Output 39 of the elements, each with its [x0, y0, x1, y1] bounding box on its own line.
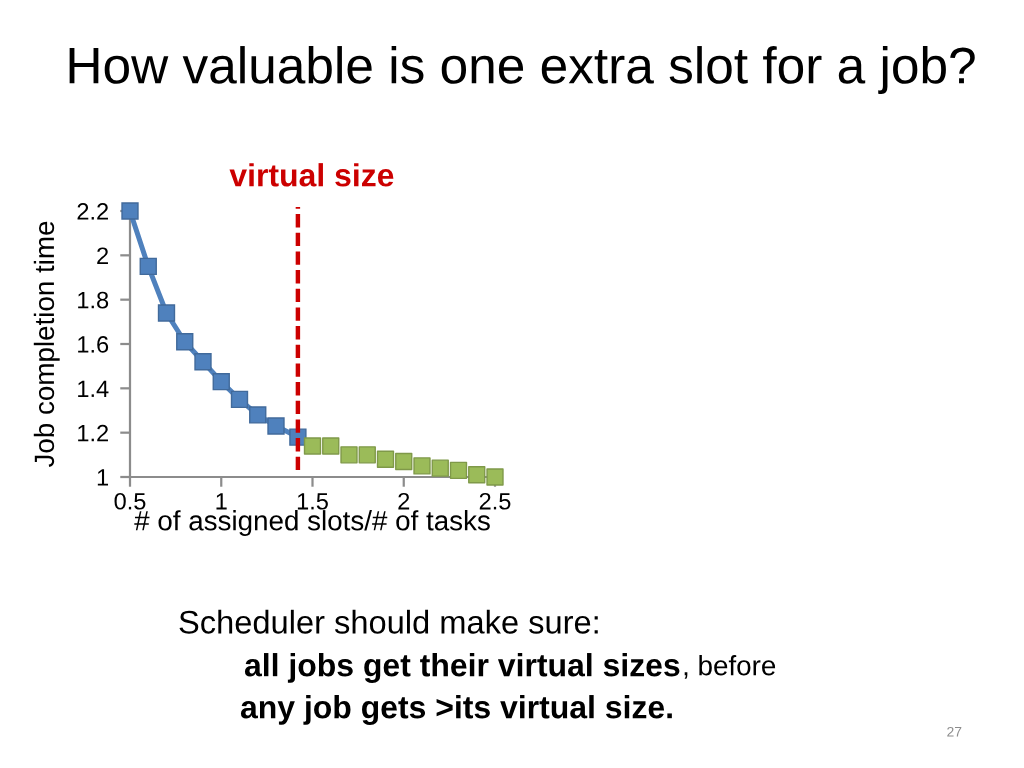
point: [449, 461, 468, 480]
point: [358, 446, 376, 464]
text: , before: [684, 655, 776, 679]
y-tick-label: 1.6: [78, 336, 109, 353]
y-tick-label: 2.2: [77, 203, 108, 220]
point: [212, 373, 230, 391]
x-axis-title: # of assigned slots/# of tasks: [134, 510, 490, 537]
y-tick-label: 1.8: [78, 291, 109, 309]
y-axis-title: Job completion time: [33, 221, 60, 468]
x-tick-label: 2.5: [479, 492, 511, 510]
point: [249, 406, 267, 424]
y-tick-label: 2: [97, 247, 108, 264]
x-tick-label: 1.5: [297, 493, 328, 510]
x-tick-label: 1: [216, 493, 227, 510]
point: [413, 457, 431, 475]
point: [468, 466, 486, 484]
text: all jobs get their virtual sizes: [244, 653, 680, 683]
text: any job gets >its virtual size.: [240, 695, 672, 725]
point: [267, 417, 285, 435]
point: [139, 257, 157, 276]
point: [431, 459, 449, 477]
y-tick-label: 1.2: [78, 424, 108, 442]
point: [176, 333, 194, 351]
point: [303, 437, 322, 455]
point: [395, 452, 413, 471]
y-tick-label: 1.4: [78, 380, 109, 397]
point: [322, 437, 340, 455]
text: 27: [947, 726, 962, 737]
point: [194, 353, 212, 371]
chart-title: How valuable is one extra slot for a job?: [69, 46, 975, 94]
point: [376, 450, 395, 468]
point: [157, 304, 176, 322]
ref-line-label: virtual size: [229, 163, 394, 187]
point: [340, 446, 358, 464]
x-tick-label: 2: [398, 492, 410, 510]
text: Scheduler should make sure:: [179, 609, 598, 634]
y-tick-label: 1: [97, 469, 109, 486]
point: [230, 390, 249, 409]
x-tick-label: 0.5: [114, 492, 146, 510]
